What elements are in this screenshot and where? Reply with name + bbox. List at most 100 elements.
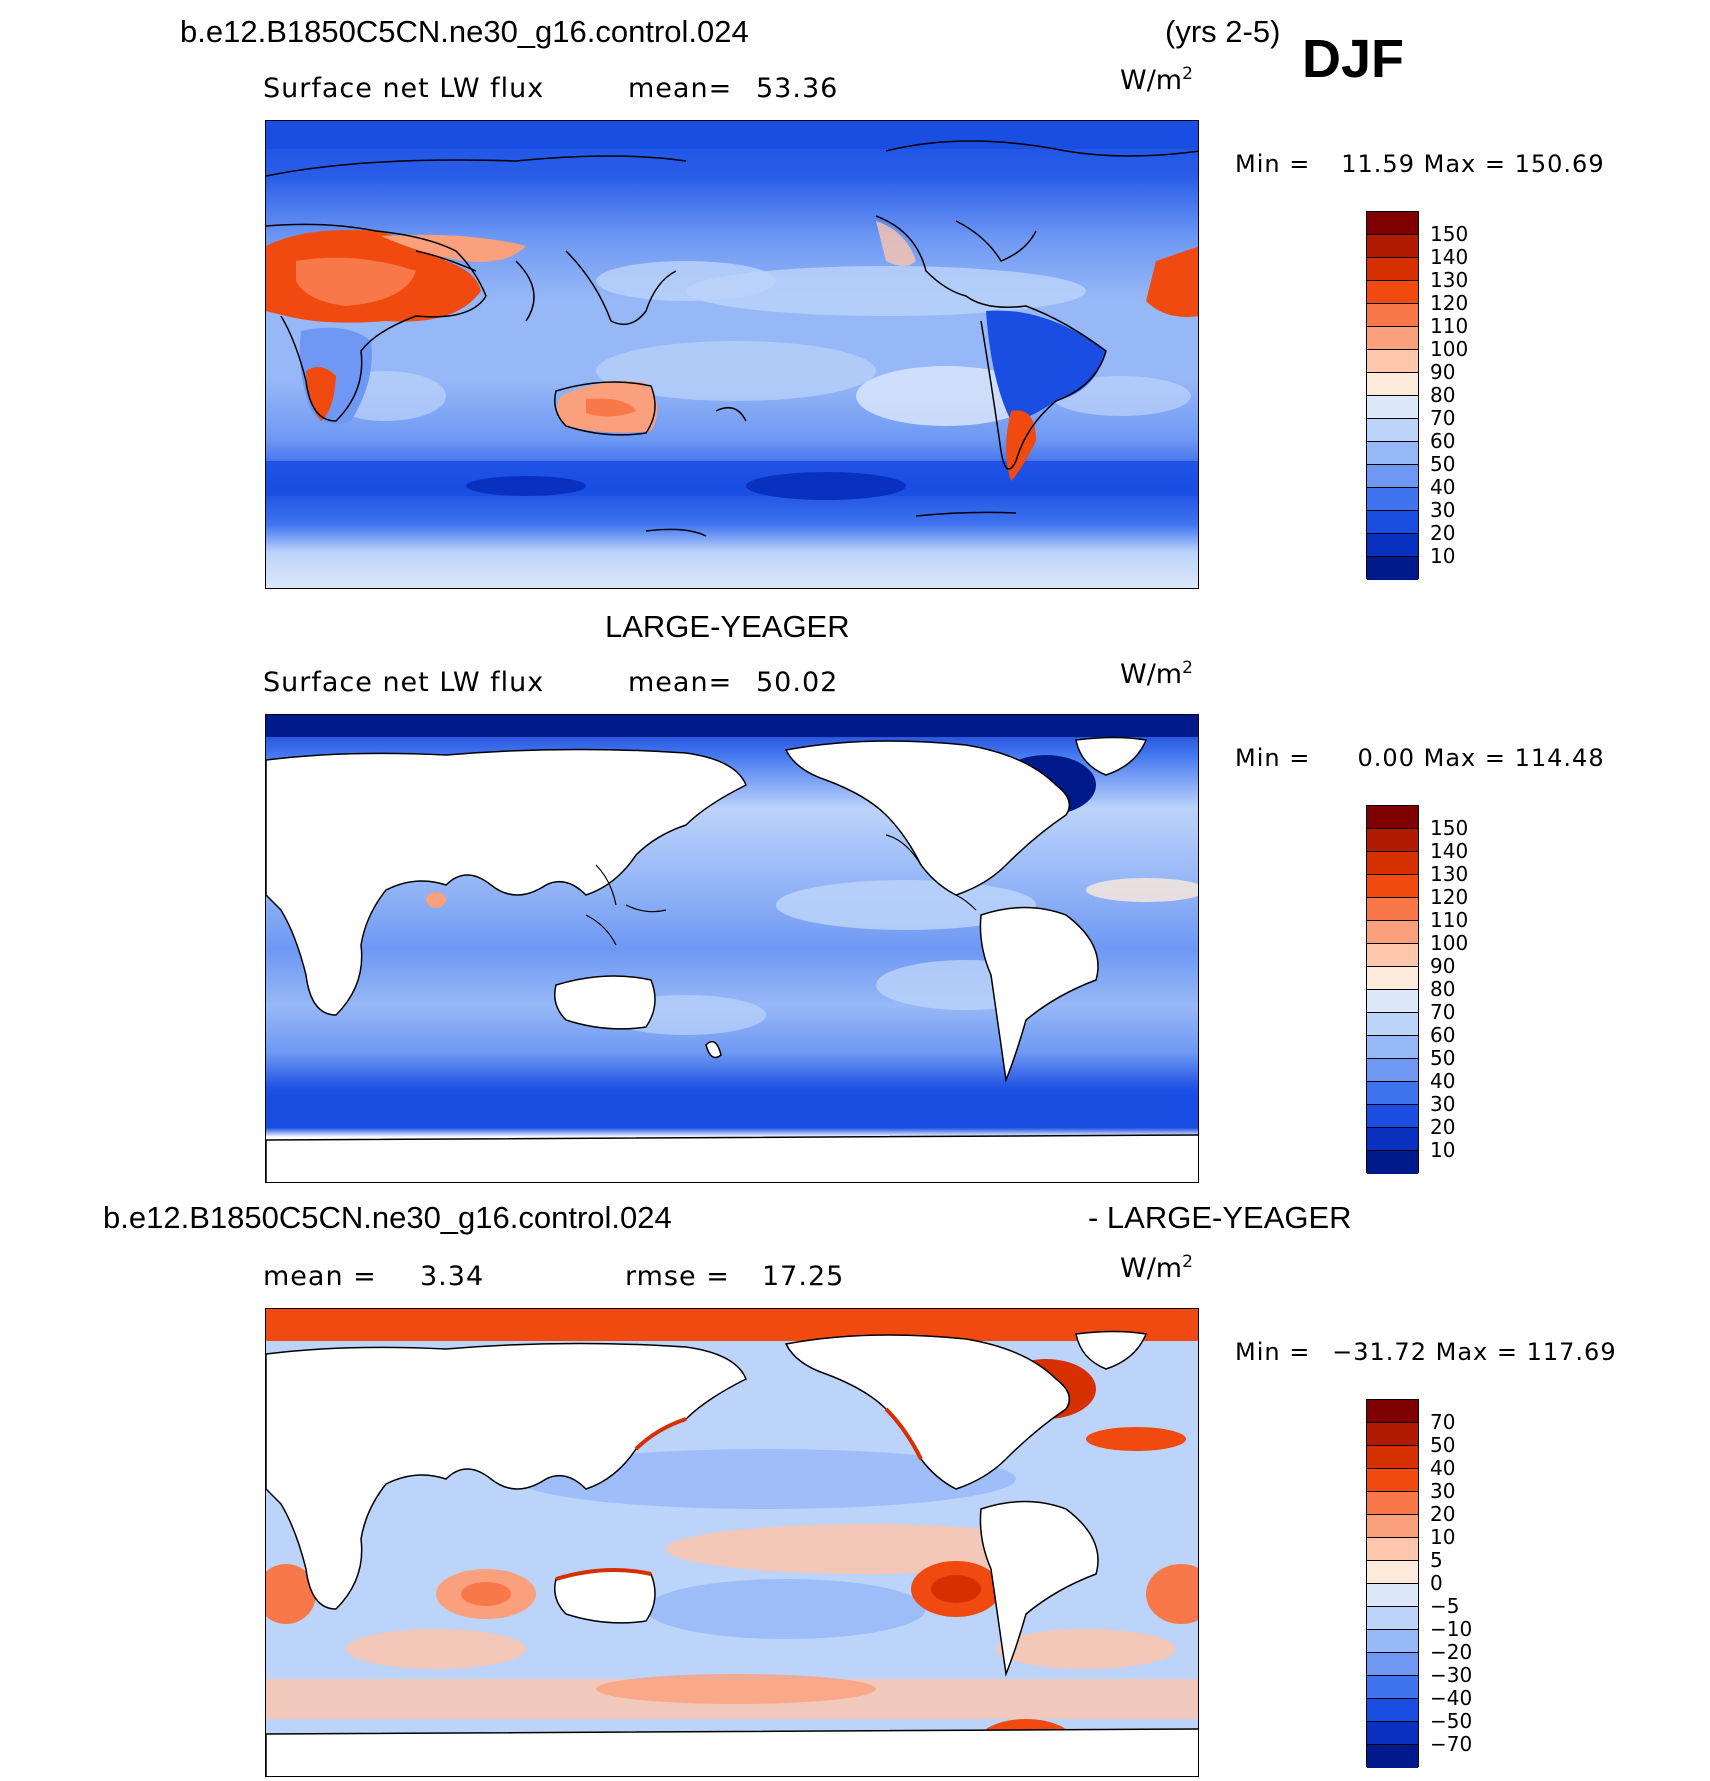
colorbar-tick-label: 60 xyxy=(1430,1023,1456,1047)
colorbar-tick-label: 30 xyxy=(1430,498,1456,522)
colorbar-cell xyxy=(1367,1105,1418,1128)
panel2-mean-label: mean= xyxy=(628,667,733,698)
colorbar-tick-label: 90 xyxy=(1430,360,1456,384)
colorbar-tick-label: 50 xyxy=(1430,452,1456,476)
colorbar-cell xyxy=(1367,419,1418,442)
colorbar-tick-label: 10 xyxy=(1430,1525,1456,1549)
panel3-min-value: −31.72 xyxy=(1332,1338,1427,1366)
colorbar-cell xyxy=(1367,852,1418,875)
colorbar-cell xyxy=(1367,1607,1418,1630)
colorbar-cell xyxy=(1367,1630,1418,1653)
colorbar-tick-label: 150 xyxy=(1430,816,1469,840)
colorbar-cell xyxy=(1367,829,1418,852)
panel2-title: LARGE-YEAGER xyxy=(605,609,850,644)
panel3-mean-value: 3.34 xyxy=(420,1261,485,1292)
colorbar-tick-label: −5 xyxy=(1430,1594,1460,1618)
panel2-mean-value: 50.02 xyxy=(756,667,839,698)
colorbar-cell xyxy=(1367,967,1418,990)
colorbar-cell xyxy=(1367,1082,1418,1105)
panel2-map-graphic xyxy=(266,715,1198,1182)
colorbar-tick-label: 80 xyxy=(1430,977,1456,1001)
panel2-map xyxy=(265,714,1199,1183)
colorbar-tick-label: 50 xyxy=(1430,1046,1456,1070)
panel3-rmse-value: 17.25 xyxy=(762,1261,845,1292)
colorbar-cell xyxy=(1367,488,1418,511)
colorbar-cell xyxy=(1367,442,1418,465)
colorbar-cell xyxy=(1367,1036,1418,1059)
colorbar-cell xyxy=(1367,1515,1418,1538)
panel2-units: W/m2 xyxy=(1120,658,1193,690)
panel3-rmse-label: rmse = xyxy=(625,1261,730,1292)
colorbar-cell xyxy=(1367,875,1418,898)
colorbar-cell xyxy=(1367,396,1418,419)
colorbar-cell xyxy=(1367,465,1418,488)
colorbar-cell xyxy=(1367,557,1418,580)
panel3-mean-label: mean = xyxy=(263,1261,377,1292)
colorbar-tick-label: −40 xyxy=(1430,1686,1473,1710)
colorbar-cell xyxy=(1367,1151,1418,1174)
colorbar-cell xyxy=(1367,281,1418,304)
panel1-variable: Surface net LW flux xyxy=(263,73,545,104)
colorbar-cell xyxy=(1367,1722,1418,1745)
panel1-colorbar xyxy=(1366,211,1419,580)
colorbar-cell xyxy=(1367,1446,1418,1469)
panel3-title-left: b.e12.B1850C5CN.ne30_g16.control.024 xyxy=(103,1200,672,1235)
colorbar-cell xyxy=(1367,1653,1418,1676)
colorbar-tick-label: 30 xyxy=(1430,1092,1456,1116)
colorbar-cell xyxy=(1367,944,1418,967)
colorbar-cell xyxy=(1367,1400,1418,1423)
panel3-minmax: Min = −31.72 Max = 117.69 xyxy=(1235,1338,1616,1366)
panel2-variable: Surface net LW flux xyxy=(263,667,545,698)
colorbar-tick-label: 120 xyxy=(1430,885,1469,909)
colorbar-tick-label: 20 xyxy=(1430,521,1456,545)
colorbar-cell xyxy=(1367,327,1418,350)
panel3-colorbar xyxy=(1366,1399,1419,1768)
colorbar-cell xyxy=(1367,1469,1418,1492)
colorbar-tick-label: 50 xyxy=(1430,1433,1456,1457)
panel1-max-label: Max = xyxy=(1423,150,1506,178)
panel1-min-value: 11.59 xyxy=(1341,150,1415,178)
colorbar-cell xyxy=(1367,258,1418,281)
panel3-max-label: Max = xyxy=(1435,1338,1518,1366)
colorbar-cell xyxy=(1367,212,1418,235)
colorbar-tick-label: 110 xyxy=(1430,314,1469,338)
colorbar-cell xyxy=(1367,921,1418,944)
colorbar-tick-label: 130 xyxy=(1430,268,1469,292)
panel3-map xyxy=(265,1308,1199,1777)
colorbar-cell xyxy=(1367,1128,1418,1151)
panel3-units: W/m2 xyxy=(1120,1252,1193,1284)
colorbar-tick-label: 70 xyxy=(1430,406,1456,430)
colorbar-cell xyxy=(1367,1059,1418,1082)
colorbar-tick-label: 100 xyxy=(1430,337,1469,361)
colorbar-tick-label: 140 xyxy=(1430,839,1469,863)
colorbar-tick-label: −20 xyxy=(1430,1640,1473,1664)
colorbar-tick-label: 30 xyxy=(1430,1479,1456,1503)
colorbar-tick-label: −70 xyxy=(1430,1732,1473,1756)
colorbar-cell xyxy=(1367,534,1418,557)
colorbar-cell xyxy=(1367,1492,1418,1515)
panel2-minmax: Min = 0.00 Max = 114.48 xyxy=(1235,744,1604,772)
colorbar-tick-label: 90 xyxy=(1430,954,1456,978)
panel1-map-graphic xyxy=(266,121,1198,588)
colorbar-tick-label: 140 xyxy=(1430,245,1469,269)
colorbar-cell xyxy=(1367,350,1418,373)
colorbar-cell xyxy=(1367,373,1418,396)
panel2-max-label: Max = xyxy=(1423,744,1506,772)
panel2-colorbar xyxy=(1366,805,1419,1174)
colorbar-tick-label: 10 xyxy=(1430,1138,1456,1162)
colorbar-cell xyxy=(1367,1676,1418,1699)
colorbar-tick-label: 150 xyxy=(1430,222,1469,246)
colorbar-tick-label: 10 xyxy=(1430,544,1456,568)
colorbar-tick-label: 0 xyxy=(1430,1571,1443,1595)
colorbar-cell xyxy=(1367,1584,1418,1607)
panel1-mean-value: 53.36 xyxy=(756,73,839,104)
colorbar-cell xyxy=(1367,1013,1418,1036)
colorbar-cell xyxy=(1367,511,1418,534)
colorbar-cell xyxy=(1367,1561,1418,1584)
years-label: (yrs 2-5) xyxy=(1165,14,1281,49)
colorbar-tick-label: 120 xyxy=(1430,291,1469,315)
colorbar-tick-label: 100 xyxy=(1430,931,1469,955)
colorbar-cell xyxy=(1367,1538,1418,1561)
panel1-units: W/m2 xyxy=(1120,64,1193,96)
panel1-map xyxy=(265,120,1199,589)
